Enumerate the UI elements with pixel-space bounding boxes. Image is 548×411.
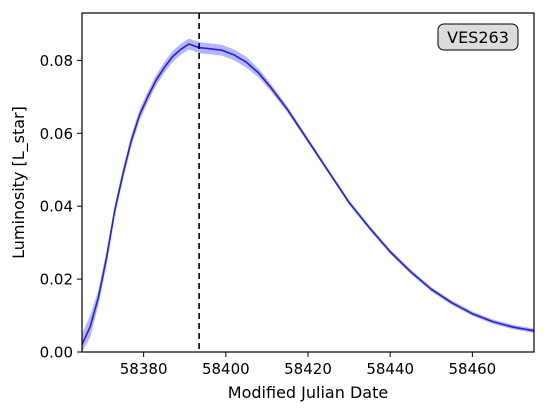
y-tick-label: 0.08 [40, 52, 73, 70]
annotation-box-label: VES263 [447, 28, 509, 47]
y-tick-label: 0.06 [40, 125, 73, 143]
y-tick-label: 0.04 [40, 198, 73, 216]
x-tick-label: 58400 [202, 360, 250, 378]
x-tick-label: 58440 [366, 360, 414, 378]
annotation-box-frame [437, 23, 519, 51]
x-tick-label: 58420 [284, 360, 332, 378]
luminosity-line [82, 43, 534, 346]
x-axis-ticks: 58380 58400 58420 58440 58460 [120, 352, 496, 378]
x-tick-label: 58380 [120, 360, 168, 378]
y-tick-label: 0.00 [40, 344, 73, 362]
x-tick-label: 58460 [449, 360, 497, 378]
uncertainty-band [82, 38, 534, 352]
y-axis-ticks: 0.00 0.02 0.04 0.06 0.08 [40, 52, 82, 362]
annotation-box: VES263 [437, 23, 519, 51]
series-line-layer [82, 43, 534, 346]
y-axis-label: Luminosity [L_star] [9, 106, 29, 259]
x-axis-label: Modified Julian Date [228, 383, 388, 402]
uncertainty-band-layer [82, 38, 534, 352]
plot-frame [81, 12, 535, 353]
y-tick-label: 0.02 [40, 271, 73, 289]
